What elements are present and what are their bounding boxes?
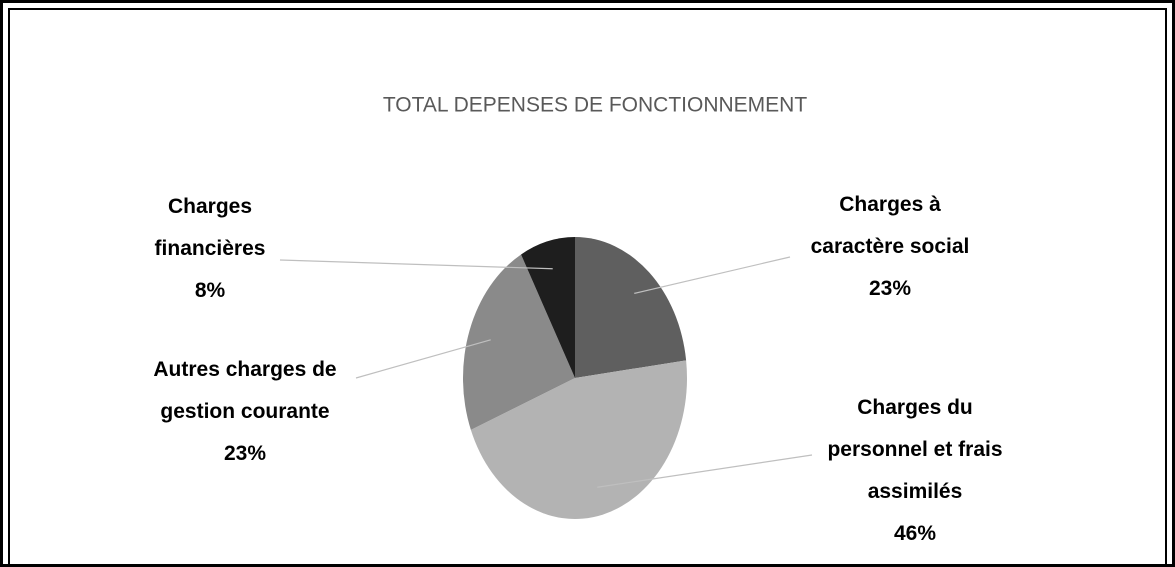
leader-line <box>597 454 813 488</box>
value-label: 46% <box>893 522 937 545</box>
inner-frame <box>8 8 1167 567</box>
leader-line <box>279 259 553 270</box>
leader-line <box>634 256 791 294</box>
data-label: Autres charges de gestion courante 23% <box>138 349 353 475</box>
pie-slice <box>470 360 687 519</box>
pie-slice <box>463 254 575 430</box>
value-label: 23% <box>868 277 912 300</box>
pie-slice <box>575 237 687 378</box>
leader-line <box>355 339 491 379</box>
data-label: Charges à caractère social 23% <box>790 184 990 310</box>
chart-title: TOTAL DEPENSES DE FONCTIONNEMENT <box>383 94 807 117</box>
category-label: Charges à caractère social <box>810 193 970 258</box>
value-label: 8% <box>194 279 226 302</box>
value-label: 23% <box>223 442 267 465</box>
pie-slice <box>521 237 575 378</box>
data-label: Charges financières 8% <box>145 186 275 312</box>
category-label: Charges du personnel et frais assimilés <box>827 396 1003 503</box>
data-label: Charges du personnel et frais assimilés 4… <box>815 387 1015 555</box>
category-label: Charges financières <box>154 195 266 260</box>
category-label: Autres charges de gestion courante <box>153 358 337 423</box>
